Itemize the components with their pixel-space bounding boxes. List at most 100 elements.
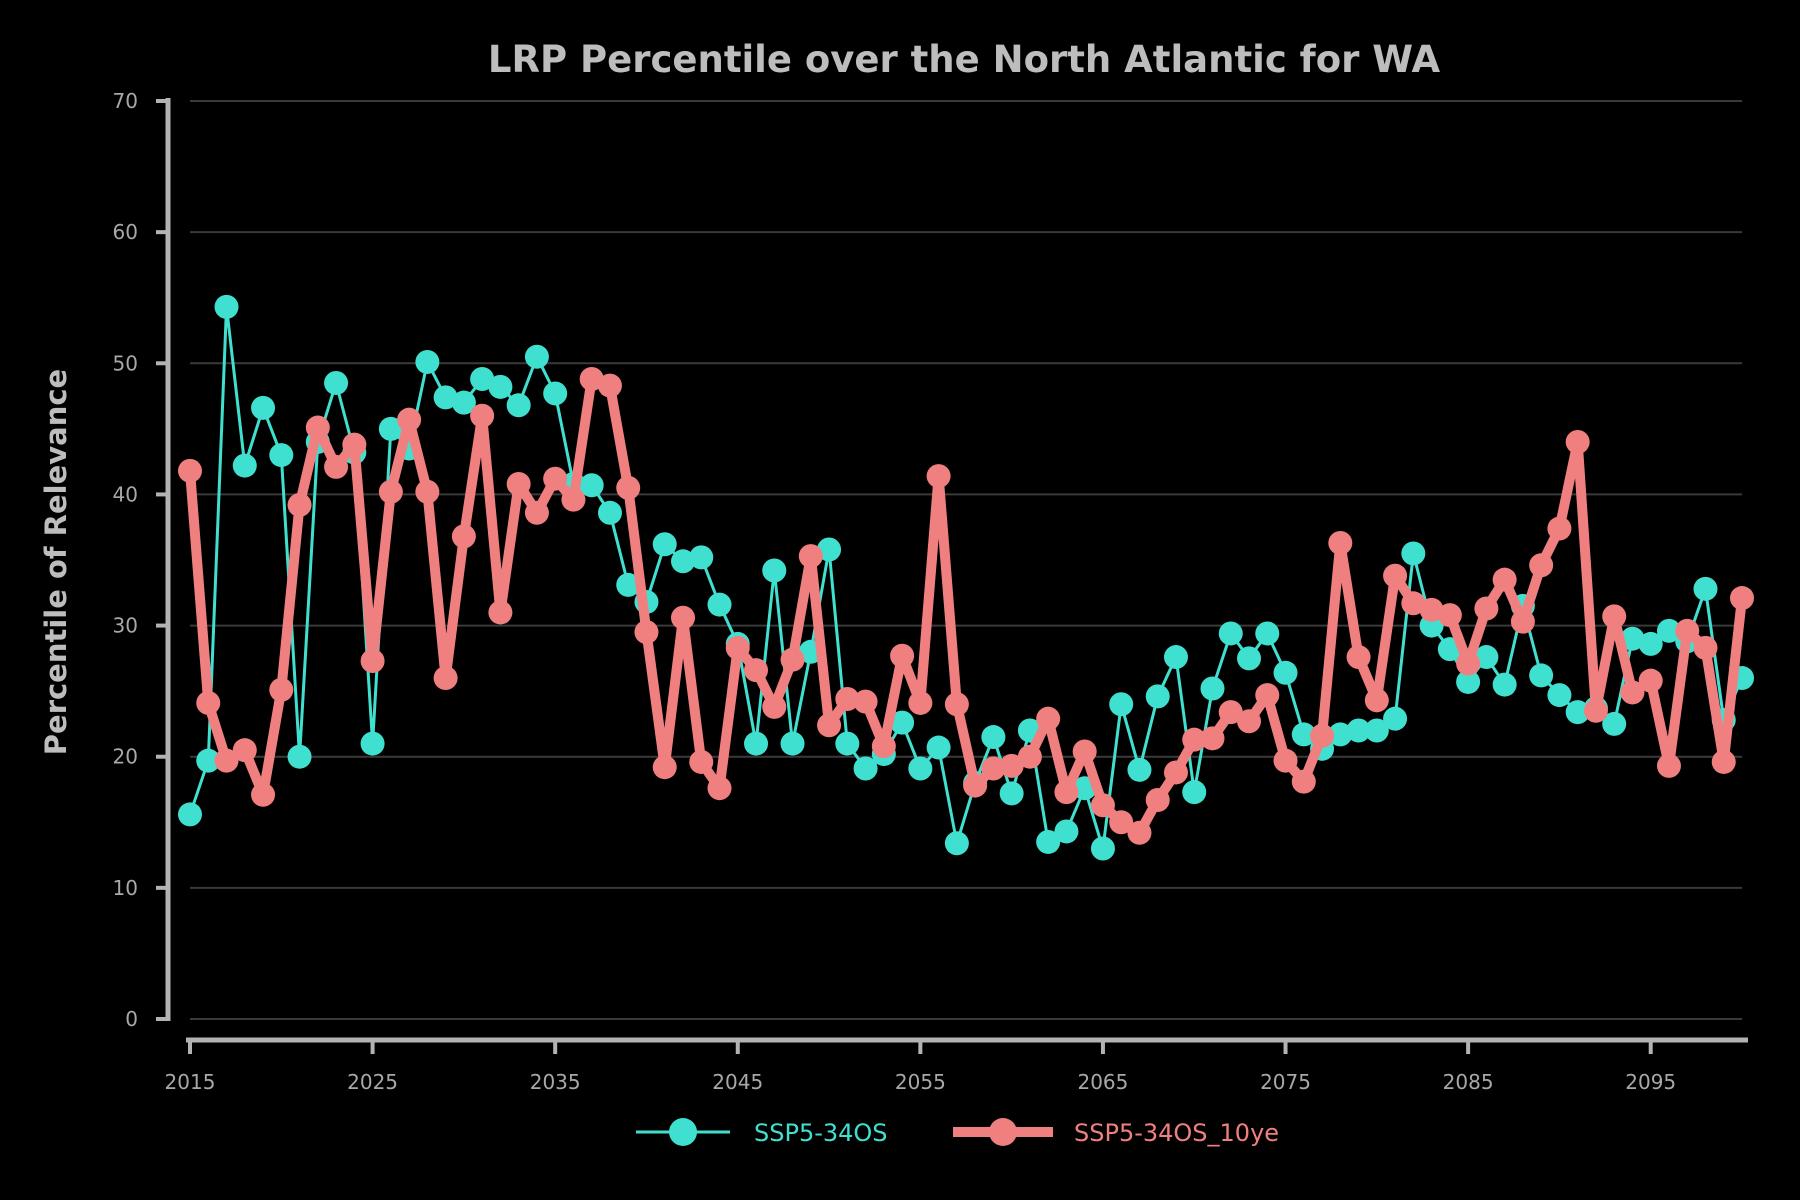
data-point (1328, 530, 1353, 555)
data-point (214, 294, 239, 319)
x-tick-label: 2075 (1260, 1070, 1311, 1094)
y-tick-label: 30 (113, 614, 138, 638)
data-point (981, 725, 1006, 750)
data-point (853, 689, 878, 714)
data-point (1419, 597, 1444, 622)
data-point (890, 710, 915, 735)
data-point (214, 748, 239, 773)
x-tick-label: 2045 (712, 1070, 763, 1094)
data-point (1620, 626, 1645, 651)
data-point (251, 782, 276, 807)
data-point (506, 393, 531, 418)
data-point (1310, 723, 1335, 748)
data-point (1364, 688, 1389, 713)
y-tick-label: 60 (113, 220, 138, 244)
data-point (762, 694, 787, 719)
data-point (744, 658, 769, 683)
data-point (1693, 576, 1718, 601)
x-tick-label: 2035 (530, 1070, 581, 1094)
data-point (470, 403, 495, 428)
data-point (1602, 711, 1627, 736)
data-point (853, 756, 878, 781)
data-point (1200, 676, 1225, 701)
data-point (707, 776, 732, 801)
data-point (1474, 645, 1499, 670)
data-point (251, 395, 276, 420)
legend-swatch-marker (989, 1118, 1017, 1146)
data-point (1200, 726, 1225, 751)
data-point (689, 749, 714, 774)
data-point (1656, 753, 1681, 778)
data-point (652, 755, 677, 780)
data-point (579, 367, 604, 392)
data-point (488, 600, 513, 625)
data-point (232, 453, 257, 478)
data-point (543, 381, 568, 406)
data-point (944, 831, 969, 856)
data-point (1383, 706, 1408, 731)
data-point (1017, 744, 1042, 769)
data-point (1218, 621, 1243, 646)
data-point (1510, 609, 1535, 634)
data-point (1255, 621, 1280, 646)
data-point (524, 344, 549, 369)
data-point (1090, 793, 1115, 818)
data-point (780, 731, 805, 756)
data-point (433, 385, 458, 410)
data-point (1711, 749, 1736, 774)
data-point (1364, 718, 1389, 743)
data-point (1346, 645, 1371, 670)
data-point (433, 666, 458, 691)
data-point (1255, 683, 1280, 708)
data-point (1127, 757, 1152, 782)
data-point (817, 713, 842, 738)
series-1 (178, 294, 1754, 861)
data-point (1492, 567, 1517, 592)
data-point (506, 471, 531, 496)
data-point (287, 744, 312, 769)
data-point (1565, 429, 1590, 454)
data-point (1109, 692, 1134, 717)
data-point (670, 549, 695, 574)
data-point (871, 734, 896, 759)
data-point (798, 544, 823, 569)
data-point (1054, 819, 1079, 844)
data-point (652, 532, 677, 557)
data-point (415, 349, 440, 374)
data-point (196, 748, 221, 773)
data-point (1401, 591, 1426, 616)
data-point (1127, 820, 1152, 845)
data-point (1145, 684, 1170, 709)
data-point (1675, 618, 1700, 643)
series-2 (178, 367, 1754, 845)
y-tick-label: 40 (113, 482, 138, 506)
data-point (707, 592, 732, 617)
data-point (1437, 603, 1462, 628)
data-point (269, 443, 294, 468)
data-point (616, 572, 641, 597)
data-point (926, 735, 951, 760)
data-point (415, 479, 440, 504)
data-point (324, 370, 349, 395)
data-point (342, 432, 367, 457)
legend-label: SSP5-34OS_10ye (1074, 1119, 1279, 1147)
data-point (1529, 663, 1554, 688)
data-point (378, 416, 403, 441)
data-point (999, 781, 1024, 806)
data-point (762, 558, 787, 583)
data-point (1291, 722, 1316, 747)
legend-swatch-marker (669, 1118, 697, 1146)
data-point (378, 479, 403, 504)
data-point (999, 753, 1024, 778)
data-point (524, 500, 549, 525)
data-point (1237, 646, 1262, 671)
data-point (725, 635, 750, 660)
data-point (1638, 668, 1663, 693)
x-tick-label: 2095 (1625, 1070, 1676, 1094)
data-point (1182, 780, 1207, 805)
data-point (1401, 541, 1426, 566)
data-point (944, 692, 969, 717)
y-tick-label: 70 (113, 89, 138, 113)
data-point (451, 524, 476, 549)
